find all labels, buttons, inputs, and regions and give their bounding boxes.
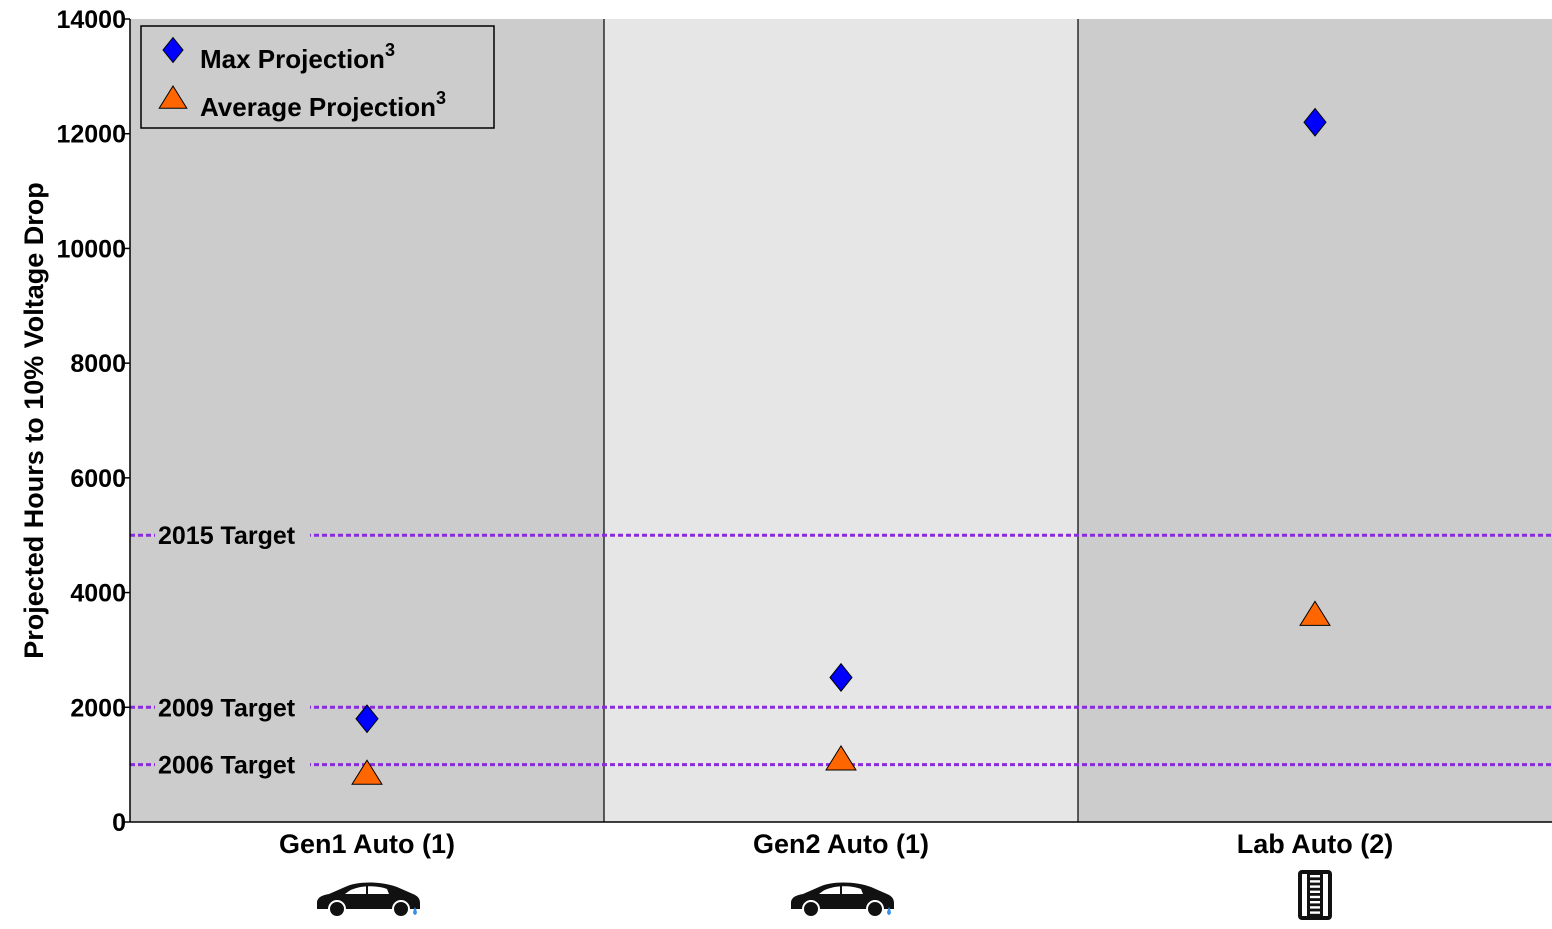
category-band-2 bbox=[1078, 19, 1552, 822]
category-band-1 bbox=[604, 19, 1078, 822]
car-icon bbox=[791, 882, 894, 918]
data-points bbox=[351, 107, 1331, 785]
reference-line-label: 2015 Target bbox=[158, 522, 296, 550]
y-tick-label: 4000 bbox=[70, 580, 126, 608]
legend-box bbox=[140, 25, 495, 129]
y-tick-label: 6000 bbox=[70, 465, 126, 493]
y-tick-label: 2000 bbox=[70, 694, 126, 722]
x-tick-label: Gen1 Auto (1) bbox=[279, 829, 455, 859]
max-projection-point bbox=[355, 704, 379, 734]
legend-diamond-icon bbox=[162, 36, 184, 64]
category-band-0 bbox=[130, 19, 604, 822]
plot-background bbox=[130, 19, 1552, 822]
fuel-cell-stack-icon bbox=[1298, 870, 1332, 920]
y-axis-title: Projected Hours to 10% Voltage Drop bbox=[19, 182, 49, 659]
legend-triangle-icon bbox=[158, 85, 188, 109]
y-tick-label: 0 bbox=[112, 809, 126, 837]
max-projection-point bbox=[829, 662, 853, 693]
car-icon bbox=[317, 882, 420, 918]
reference-lines: 2015 Target 2009 Target 2006 Target bbox=[130, 521, 1552, 780]
average-projection-point bbox=[351, 759, 383, 785]
average-projection-point bbox=[1299, 600, 1331, 626]
reference-line-label: 2006 Target bbox=[158, 752, 296, 780]
y-tick-label: 12000 bbox=[56, 121, 126, 149]
x-tick-label: Gen2 Auto (1) bbox=[753, 829, 929, 859]
y-tick-label: 14000 bbox=[56, 6, 126, 34]
y-tick-label: 10000 bbox=[56, 235, 126, 263]
reference-line-label: 2009 Target bbox=[158, 694, 296, 722]
max-projection-point bbox=[1303, 107, 1327, 137]
category-icons bbox=[317, 870, 1332, 920]
y-tick-label: 8000 bbox=[70, 350, 126, 378]
legend-entry: Average Projection3 bbox=[200, 88, 446, 122]
x-tick-label: Lab Auto (2) bbox=[1237, 829, 1393, 859]
legend-entry: Max Projection3 bbox=[200, 40, 395, 74]
reference-label-bg bbox=[155, 693, 310, 722]
average-projection-point bbox=[825, 744, 857, 771]
reference-label-bg bbox=[155, 521, 310, 550]
reference-label-bg bbox=[155, 750, 310, 779]
axes: Projected Hours to 10% Voltage Drop 0 200… bbox=[19, 6, 1552, 859]
legend: Max Projection3 Average Projection3 bbox=[140, 25, 495, 129]
